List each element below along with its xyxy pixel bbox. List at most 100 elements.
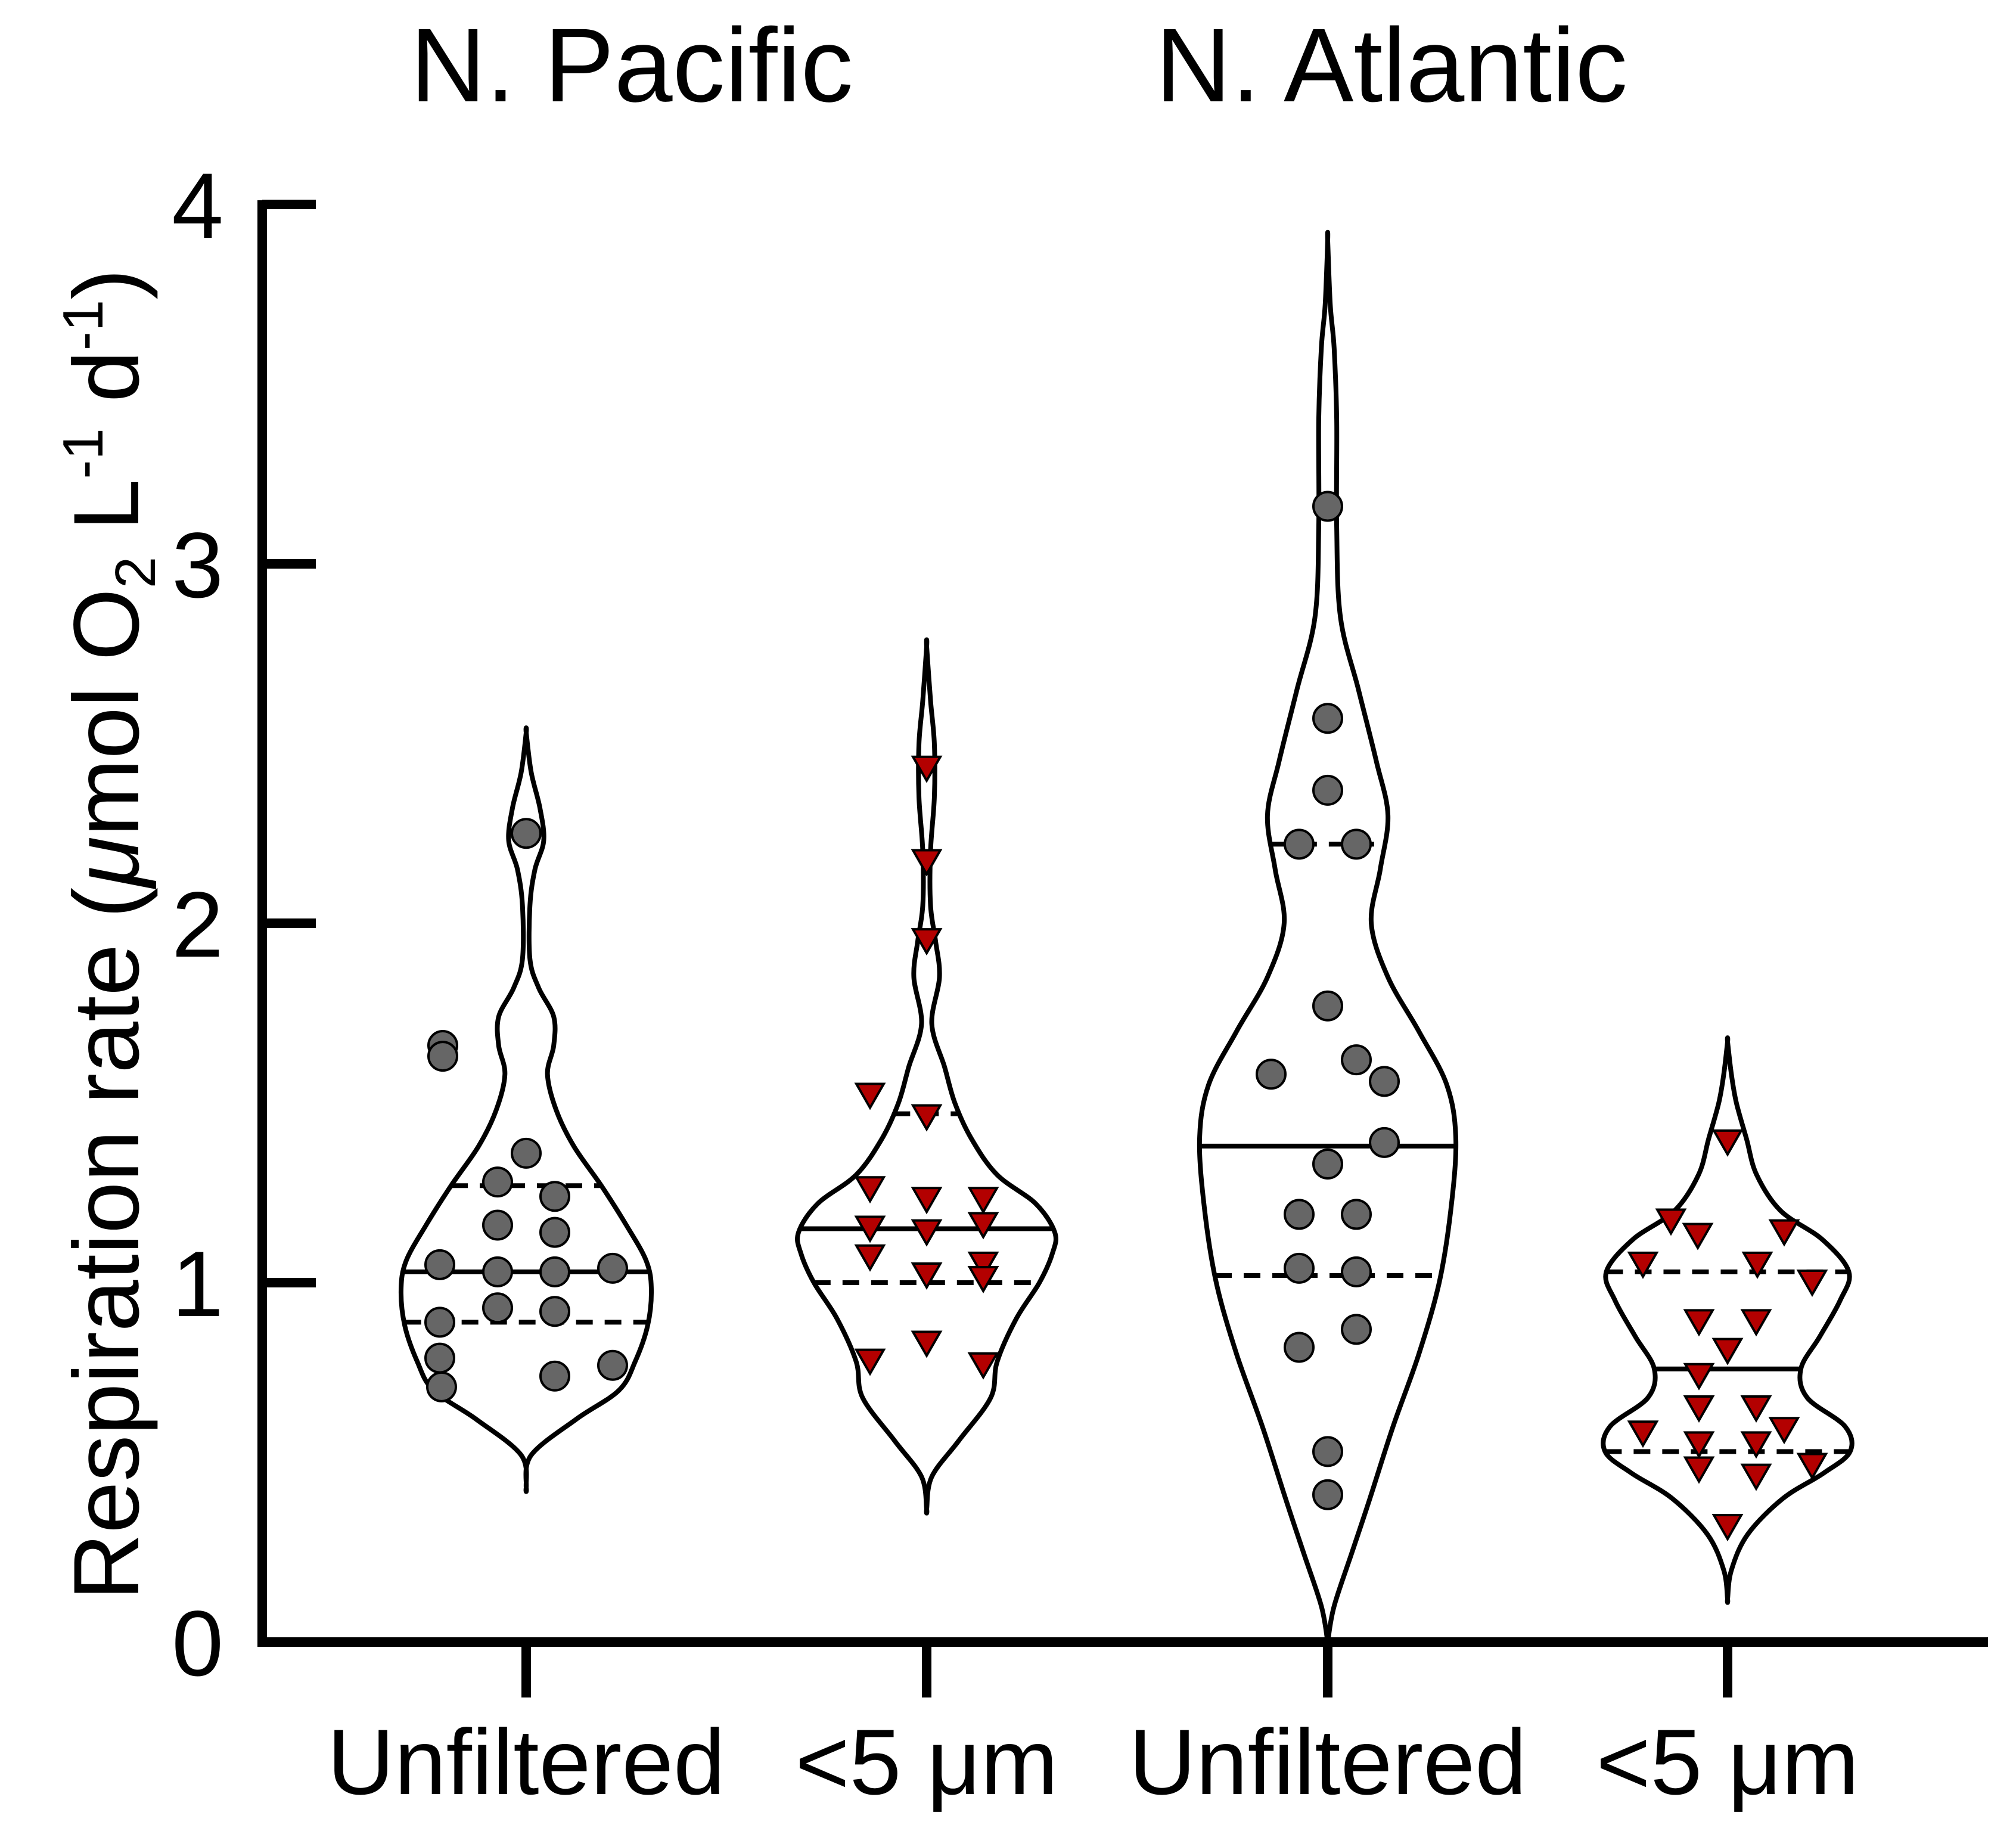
y-tick-label-2: 2 bbox=[172, 873, 223, 977]
data-point-0-12 bbox=[482, 1292, 513, 1324]
data-point-1-3 bbox=[854, 1082, 886, 1110]
data-point-3-9 bbox=[1711, 1337, 1744, 1366]
data-point-3-15 bbox=[1683, 1431, 1715, 1459]
data-point-3-19 bbox=[1740, 1463, 1772, 1491]
data-point-3-17 bbox=[1796, 1453, 1828, 1481]
violin-outline-1 bbox=[795, 637, 1058, 1516]
data-point-0-7 bbox=[539, 1216, 570, 1248]
y-axis-label-supL: -1 bbox=[51, 428, 115, 479]
data-point-1-1 bbox=[911, 849, 943, 877]
violin-3 bbox=[1601, 1035, 1855, 1605]
x-ticks: Unfiltered <5 μm Unfiltered <5 μm bbox=[327, 1642, 1859, 1814]
data-point-2-14 bbox=[1341, 1256, 1372, 1287]
y-axis-label-close: ) bbox=[55, 269, 159, 300]
y-axis-label-L: L bbox=[55, 479, 159, 557]
data-point-3-6 bbox=[1796, 1270, 1828, 1298]
data-point-2-9 bbox=[1369, 1126, 1400, 1158]
data-point-3-0 bbox=[1711, 1129, 1744, 1157]
data-point-2-4 bbox=[1341, 828, 1372, 860]
data-point-1-5 bbox=[854, 1176, 886, 1204]
x-category-label-1: <5 μm bbox=[795, 1711, 1058, 1814]
data-point-1-17 bbox=[967, 1352, 999, 1380]
data-point-2-17 bbox=[1312, 1436, 1343, 1467]
data-point-2-5 bbox=[1312, 990, 1343, 1022]
data-point-1-15 bbox=[911, 1330, 943, 1358]
data-point-3-14 bbox=[1627, 1420, 1659, 1448]
x-category-label-2: Unfiltered bbox=[1129, 1711, 1527, 1814]
data-point-1-11 bbox=[854, 1244, 886, 1272]
violin-1 bbox=[795, 637, 1058, 1516]
data-point-0-14 bbox=[424, 1306, 455, 1338]
data-point-1-14 bbox=[967, 1265, 999, 1293]
data-point-2-18 bbox=[1312, 1479, 1343, 1510]
data-point-3-13 bbox=[1768, 1417, 1800, 1445]
data-point-3-4 bbox=[1741, 1251, 1773, 1279]
y-tick-label-4: 4 bbox=[172, 154, 223, 258]
data-point-2-6 bbox=[1341, 1044, 1372, 1076]
data-point-3-3 bbox=[1682, 1222, 1714, 1250]
y-tick-label-3: 3 bbox=[172, 514, 223, 617]
data-point-3-20 bbox=[1711, 1514, 1744, 1542]
data-point-3-12 bbox=[1683, 1395, 1715, 1423]
data-point-2-1 bbox=[1312, 703, 1343, 734]
data-point-3-10 bbox=[1683, 1363, 1715, 1391]
data-point-1-9 bbox=[854, 1215, 886, 1243]
data-point-2-0 bbox=[1312, 491, 1343, 522]
data-point-2-13 bbox=[1284, 1252, 1315, 1284]
data-point-3-1 bbox=[1655, 1208, 1687, 1236]
violin-0 bbox=[398, 725, 654, 1494]
data-point-2-7 bbox=[1256, 1059, 1287, 1090]
data-point-2-15 bbox=[1341, 1314, 1372, 1345]
data-point-2-8 bbox=[1369, 1066, 1400, 1097]
data-point-0-18 bbox=[426, 1371, 457, 1402]
data-point-1-13 bbox=[911, 1262, 943, 1290]
data-point-0-15 bbox=[424, 1342, 455, 1374]
group-title-atlantic: N. Atlantic bbox=[1155, 7, 1627, 124]
data-point-0-0 bbox=[511, 818, 542, 849]
data-point-0-8 bbox=[424, 1249, 455, 1280]
y-axis-label-supd: -1 bbox=[51, 300, 115, 350]
data-point-1-4 bbox=[911, 1104, 943, 1132]
y-ticks: 0 1 2 3 4 bbox=[172, 154, 316, 1696]
y-axis-label: Respiration rate (μmol O2 L-1 d-1) bbox=[51, 269, 167, 1600]
y-axis-label-d: d bbox=[55, 350, 159, 428]
data-point-3-16 bbox=[1740, 1431, 1772, 1459]
data-point-2-2 bbox=[1312, 774, 1343, 806]
data-point-1-10 bbox=[911, 1219, 943, 1247]
data-point-1-2 bbox=[911, 928, 943, 956]
y-tick-label-0: 0 bbox=[172, 1592, 223, 1696]
x-category-label-0: Unfiltered bbox=[327, 1711, 725, 1814]
data-point-0-16 bbox=[597, 1349, 628, 1381]
data-point-0-3 bbox=[511, 1137, 542, 1169]
y-axis-label-prefix: Respiration rate ( bbox=[55, 887, 159, 1601]
data-point-2-12 bbox=[1341, 1199, 1372, 1230]
data-point-1-0 bbox=[911, 755, 943, 783]
x-category-label-3: <5 μm bbox=[1596, 1711, 1859, 1814]
data-point-0-11 bbox=[539, 1256, 570, 1287]
data-point-3-18 bbox=[1683, 1456, 1715, 1484]
data-point-0-4 bbox=[482, 1166, 513, 1198]
data-point-0-13 bbox=[539, 1296, 570, 1327]
data-point-3-11 bbox=[1740, 1395, 1772, 1423]
data-point-3-8 bbox=[1740, 1309, 1772, 1337]
y-tick-label-1: 1 bbox=[172, 1233, 223, 1336]
data-point-0-9 bbox=[597, 1252, 628, 1284]
data-point-3-2 bbox=[1768, 1219, 1800, 1247]
y-axis-label-mol: mol O bbox=[55, 588, 159, 836]
data-point-3-5 bbox=[1627, 1251, 1659, 1279]
data-point-2-10 bbox=[1312, 1149, 1343, 1180]
data-point-1-6 bbox=[967, 1187, 999, 1215]
data-point-1-8 bbox=[967, 1212, 999, 1240]
data-point-0-17 bbox=[539, 1360, 570, 1392]
data-point-2-3 bbox=[1284, 828, 1315, 860]
violins bbox=[398, 229, 1855, 1649]
violin-outline-2 bbox=[1197, 229, 1459, 1649]
violin-outline-0 bbox=[398, 725, 654, 1494]
data-point-0-2 bbox=[427, 1041, 458, 1072]
data-point-3-7 bbox=[1683, 1309, 1715, 1337]
data-point-2-16 bbox=[1284, 1332, 1315, 1363]
y-axis-label-mu: μ bbox=[55, 836, 159, 889]
violin-2 bbox=[1197, 229, 1459, 1649]
data-point-2-11 bbox=[1284, 1199, 1315, 1230]
